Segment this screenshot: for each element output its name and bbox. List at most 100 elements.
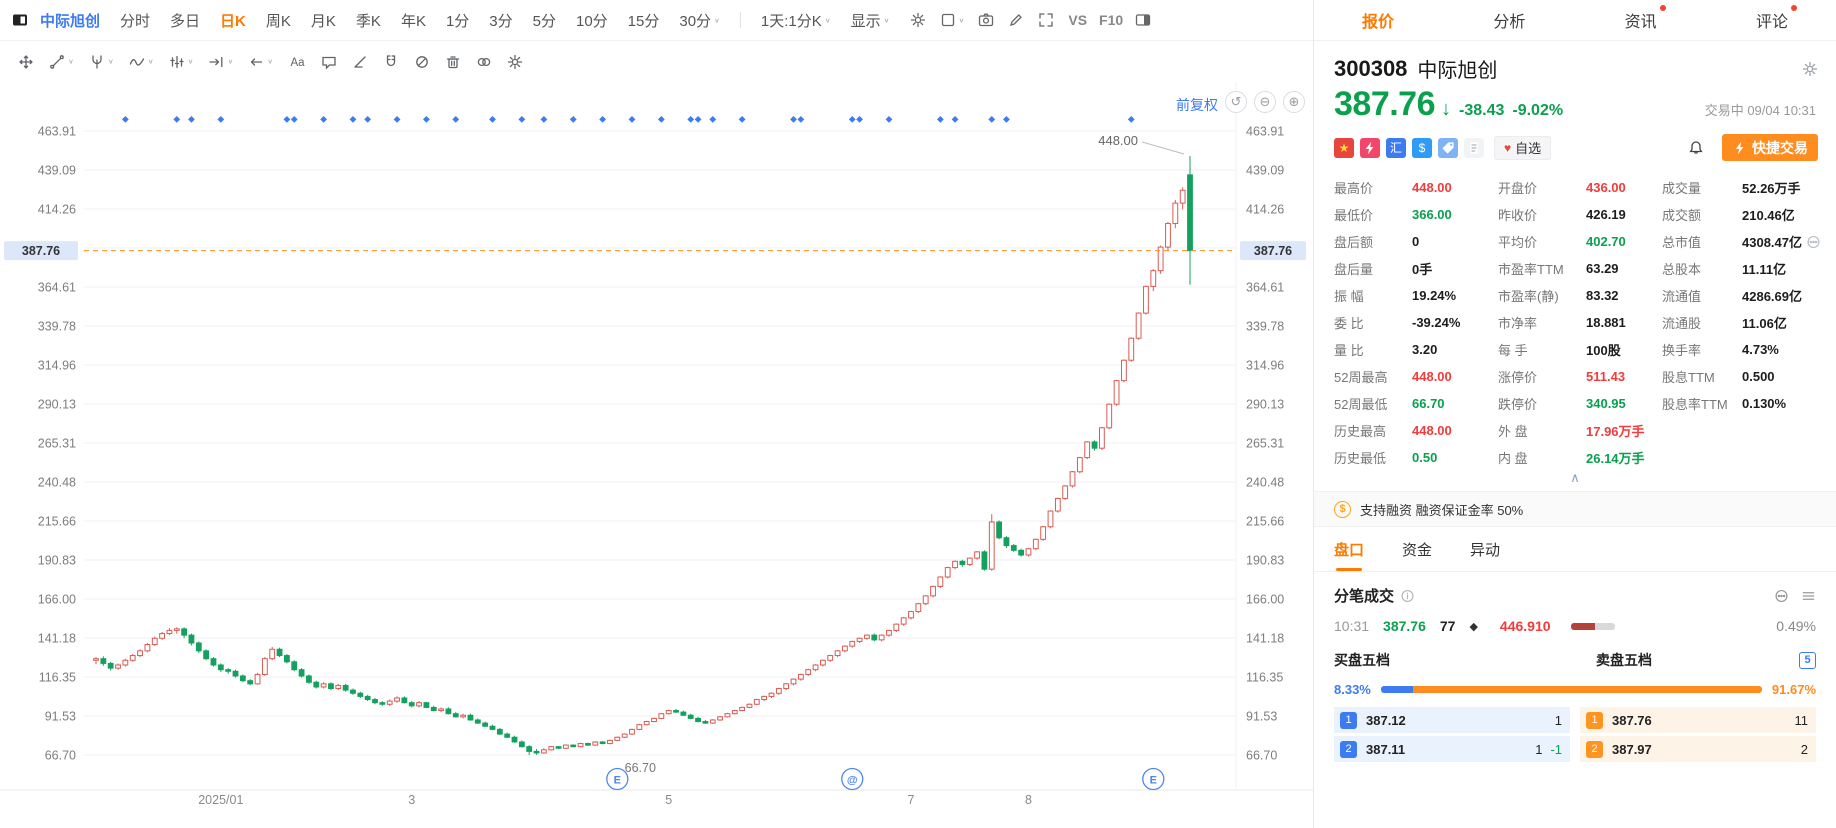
- chart-settings-gear-icon[interactable]: [910, 12, 926, 28]
- signal-diamond-icon[interactable]: [489, 116, 496, 123]
- signal-diamond-icon[interactable]: [951, 116, 959, 123]
- btn-display[interactable]: 显示 ∨: [850, 12, 890, 30]
- signal-diamond-icon[interactable]: [856, 116, 863, 123]
- signal-diamond-icon[interactable]: [452, 116, 460, 123]
- signal-diamond-icon[interactable]: [1127, 116, 1135, 123]
- btn-15min[interactable]: 15分: [627, 12, 660, 30]
- wave-tool-icon[interactable]: ∨: [129, 54, 154, 70]
- signal-diamond-icon[interactable]: [121, 116, 129, 123]
- back-arrow-tool-icon[interactable]: ∨: [248, 54, 273, 70]
- news-doc-badge[interactable]: [1464, 137, 1484, 158]
- move-tool-icon[interactable]: [18, 54, 34, 70]
- signal-diamond-icon[interactable]: [797, 116, 805, 123]
- tab-capital-flow[interactable]: 资金: [1402, 542, 1433, 559]
- signal-diamond-icon[interactable]: [988, 116, 996, 123]
- btn-30min[interactable]: 30分 ∨: [679, 12, 720, 30]
- angle-tool-icon[interactable]: [352, 54, 368, 70]
- signal-diamond-icon[interactable]: [628, 116, 636, 123]
- signal-diamond-icon[interactable]: [709, 116, 717, 123]
- tab-quote[interactable]: 报价: [1362, 14, 1395, 31]
- signal-diamond-icon[interactable]: [393, 116, 401, 123]
- signal-diamond-icon[interactable]: [518, 116, 526, 123]
- tab-analysis[interactable]: 分析: [1493, 14, 1526, 31]
- tab-news[interactable]: 资讯: [1625, 5, 1666, 32]
- tab-order-book[interactable]: 盘口: [1334, 539, 1364, 571]
- current-symbol-label[interactable]: 中际旭创: [40, 12, 101, 30]
- pattern-tool-icon[interactable]: ∨: [169, 54, 193, 70]
- link-charts-tool-icon[interactable]: [476, 54, 492, 70]
- projection-tool-icon[interactable]: ∨: [208, 54, 233, 70]
- comment-tool-icon[interactable]: [321, 54, 337, 70]
- trendline-tool-icon[interactable]: ∨: [49, 54, 74, 70]
- btn-10min[interactable]: 10分: [575, 12, 608, 30]
- signal-diamond-icon[interactable]: [848, 116, 856, 123]
- chart-canvas[interactable]: 463.91 463.91 439.09 439.09 414.26 414.26 387.…: [0, 82, 1313, 828]
- signal-diamond-icon[interactable]: [217, 116, 225, 123]
- sell-depth-row[interactable]: 1 387.76 11: [1580, 707, 1816, 733]
- more-options-icon[interactable]: [1774, 588, 1789, 604]
- signal-diamond-icon[interactable]: [738, 116, 746, 123]
- signal-diamond-icon[interactable]: [320, 116, 328, 123]
- btn-5min[interactable]: 5分: [532, 12, 556, 30]
- depth-levels-badge[interactable]: 5: [1799, 651, 1816, 669]
- list-view-icon[interactable]: [1801, 588, 1816, 604]
- quick-trade-button[interactable]: 快捷交易: [1722, 134, 1818, 161]
- signal-diamond-icon[interactable]: [188, 116, 195, 123]
- signal-diamond-icon[interactable]: [790, 116, 797, 123]
- right-panel-toggle-icon[interactable]: [1135, 12, 1151, 28]
- screenshot-camera-icon[interactable]: [978, 12, 994, 28]
- info-icon[interactable]: [1400, 588, 1415, 604]
- watchlist-button[interactable]: ♥ 自选: [1494, 135, 1552, 160]
- sell-depth-row[interactable]: 2 387.97 2: [1580, 736, 1816, 762]
- lightning-badge[interactable]: [1360, 137, 1380, 158]
- buy-sell-ratio-bar[interactable]: [1380, 686, 1762, 693]
- magnet-tool-icon[interactable]: [383, 54, 399, 70]
- signal-diamond-icon[interactable]: [657, 116, 665, 123]
- btn-1min[interactable]: 1分: [445, 12, 470, 30]
- margin-trading-note[interactable]: $ 支持融资 融资保证金率 50%: [1314, 491, 1836, 527]
- btn-week-k[interactable]: 周K: [265, 12, 291, 30]
- zoom-in-icon[interactable]: ⊕: [1283, 91, 1305, 113]
- btn-quarter-k[interactable]: 季K: [355, 12, 381, 30]
- latest-tick-row[interactable]: 10:31 387.76 77 ◆ 446.910 0.49%: [1314, 606, 1836, 634]
- collapse-quote-icon[interactable]: ∧: [1570, 470, 1580, 485]
- signal-diamond-icon[interactable]: [364, 116, 372, 123]
- adjust-mode-button[interactable]: 前复权: [1176, 97, 1218, 113]
- btn-3min[interactable]: 3分: [489, 12, 513, 30]
- buy-depth-row[interactable]: 1 387.12 1: [1334, 707, 1570, 733]
- draw-pencil-icon[interactable]: [1008, 12, 1024, 28]
- text-tool-icon[interactable]: Aa: [288, 54, 306, 70]
- event-marker-icon[interactable]: [841, 767, 864, 791]
- signal-diamond-icon[interactable]: [540, 116, 548, 123]
- btn-year-k[interactable]: 年K: [400, 12, 426, 30]
- panel-settings-gear-icon[interactable]: [1802, 61, 1818, 77]
- chart-layout-icon[interactable]: ∨: [940, 12, 964, 28]
- buy-depth-row[interactable]: 2 387.11 1 -1: [1334, 736, 1570, 762]
- flag-cn-badge[interactable]: ★: [1334, 137, 1354, 158]
- candlestick-chart[interactable]: 463.91 463.91 439.09 439.09 414.26 414.26 387.…: [0, 82, 1313, 828]
- event-marker-icon[interactable]: [1142, 767, 1165, 791]
- zoom-out-icon[interactable]: ⊖: [1254, 91, 1276, 113]
- signal-diamond-icon[interactable]: [569, 116, 577, 123]
- btn-1day-1min-k[interactable]: 1天:1分K ∨: [760, 12, 831, 30]
- signal-diamond-icon[interactable]: [687, 116, 695, 123]
- drawing-settings-tool-icon[interactable]: [507, 54, 523, 70]
- reset-view-icon[interactable]: ↺: [1225, 91, 1247, 113]
- vs-compare-button[interactable]: VS: [1068, 12, 1088, 28]
- signal-diamond-icon[interactable]: [599, 116, 607, 123]
- signal-diamond-icon[interactable]: [694, 116, 702, 123]
- delete-tool-icon[interactable]: [445, 54, 461, 70]
- tab-comments[interactable]: 评论: [1756, 5, 1797, 32]
- event-marker-icon[interactable]: [606, 767, 629, 791]
- tag-badge[interactable]: [1438, 137, 1458, 158]
- signal-diamond-icon[interactable]: [1003, 116, 1010, 123]
- alert-bell-icon[interactable]: [1688, 140, 1704, 156]
- more-icon[interactable]: [1806, 234, 1821, 250]
- fullscreen-expand-icon[interactable]: [1038, 12, 1054, 28]
- btn-multi-day[interactable]: 多日: [170, 12, 201, 30]
- btn-minute-chart[interactable]: 分时: [120, 12, 151, 30]
- hide-drawings-tool-icon[interactable]: [414, 54, 430, 70]
- f10-button[interactable]: F10: [1099, 12, 1124, 28]
- pitchfork-tool-icon[interactable]: ∨: [89, 54, 114, 70]
- signal-diamond-icon[interactable]: [283, 116, 291, 123]
